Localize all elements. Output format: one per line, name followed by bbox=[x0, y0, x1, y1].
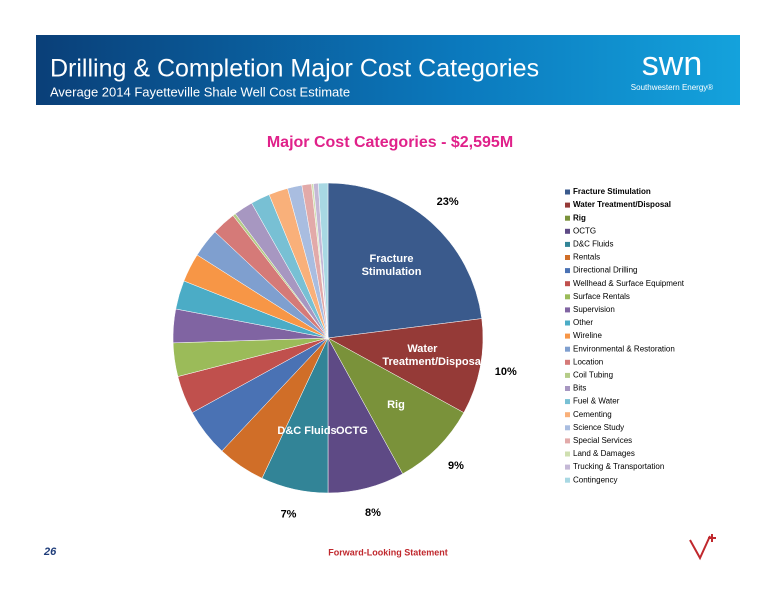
legend-swatch bbox=[565, 307, 570, 313]
legend-label: Other bbox=[573, 318, 593, 327]
logo-tagline: Southwestern Energy® bbox=[631, 83, 713, 92]
legend-swatch bbox=[565, 333, 570, 339]
logo-name: swn bbox=[642, 45, 702, 83]
legend-label: Water Treatment/Disposal bbox=[573, 200, 671, 209]
legend-swatch bbox=[565, 255, 570, 260]
legend-swatch bbox=[565, 241, 570, 247]
legend-label: Cementing bbox=[573, 410, 612, 419]
data-label: 23% bbox=[437, 196, 459, 208]
legend-swatch bbox=[565, 320, 570, 326]
legend-label: Contingency bbox=[573, 475, 617, 484]
legend-label: OCTG bbox=[573, 226, 596, 235]
legend-swatch bbox=[565, 399, 570, 405]
legend-swatch bbox=[565, 425, 570, 431]
legend-label: Wellhead & Surface Equipment bbox=[573, 279, 685, 288]
legend-label: Special Services bbox=[573, 436, 632, 445]
legend-label: Science Study bbox=[573, 423, 624, 432]
header-band bbox=[36, 35, 740, 105]
legend-label: Trucking & Transportation bbox=[573, 462, 664, 471]
slice-label: Rig bbox=[387, 399, 405, 412]
legend-swatch bbox=[565, 228, 570, 234]
slice-label: Fracture Stimulation bbox=[361, 252, 422, 278]
data-label: 8% bbox=[365, 507, 381, 519]
legend-label: Fuel & Water bbox=[573, 397, 620, 406]
legend-swatch bbox=[565, 372, 570, 378]
chart-title: Major Cost Categories - $2,595M bbox=[267, 134, 513, 151]
pie-slice bbox=[318, 182, 329, 339]
data-label: 10% bbox=[495, 366, 517, 378]
legend-label: Environmental & Restoration bbox=[573, 344, 675, 353]
slice-label: D&C Fluids bbox=[277, 425, 337, 438]
footer-note: Forward-Looking Statement bbox=[328, 547, 448, 557]
slice-label: Water Treatment/Disposal bbox=[382, 343, 484, 368]
legend-swatch bbox=[565, 464, 570, 470]
slice-label: OCTG bbox=[336, 424, 368, 437]
legend-swatch bbox=[565, 294, 570, 300]
slide-subtitle: Average 2014 Fayetteville Shale Well Cos… bbox=[50, 84, 350, 99]
pie-slice bbox=[327, 182, 483, 339]
pie-slice bbox=[327, 337, 465, 475]
legend-label: Coil Tubing bbox=[573, 371, 613, 380]
footer-logo bbox=[689, 534, 716, 561]
legend-swatch bbox=[565, 477, 570, 483]
legend-label: Land & Damages bbox=[573, 449, 635, 458]
legend-swatch bbox=[565, 215, 570, 221]
legend-label: Bits bbox=[573, 384, 586, 393]
legend-label: Supervision bbox=[573, 305, 615, 314]
page-number: 26 bbox=[43, 546, 57, 558]
legend-swatch bbox=[565, 438, 570, 444]
pie-slice bbox=[327, 318, 484, 414]
legend-swatch bbox=[565, 281, 570, 287]
data-label: 7% bbox=[281, 509, 297, 521]
legend-swatch bbox=[565, 359, 570, 365]
legend-swatch bbox=[565, 268, 570, 274]
legend-swatch bbox=[565, 202, 570, 208]
legend-swatch bbox=[565, 412, 570, 418]
legend-label: Wireline bbox=[573, 331, 602, 340]
legend-label: Fracture Stimulation bbox=[573, 187, 651, 196]
slide-title: Drilling & Completion Major Cost Categor… bbox=[50, 55, 539, 83]
legend-label: Location bbox=[573, 357, 603, 366]
legend-swatch bbox=[565, 451, 570, 457]
legend-label: Directional Drilling bbox=[573, 266, 637, 275]
legend-label: D&C Fluids bbox=[573, 240, 613, 249]
legend-label: Surface Rentals bbox=[573, 292, 630, 301]
legend-swatch bbox=[565, 346, 570, 352]
legend-label: Rentals bbox=[573, 253, 600, 262]
legend-swatch bbox=[565, 386, 570, 391]
data-label: 9% bbox=[448, 460, 464, 472]
legend-swatch bbox=[565, 189, 570, 195]
legend-label: Rig bbox=[573, 213, 586, 222]
